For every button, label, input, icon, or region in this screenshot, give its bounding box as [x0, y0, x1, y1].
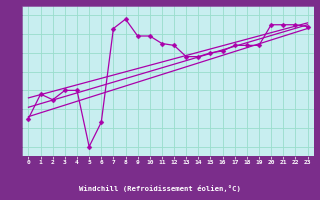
Text: Windchill (Refroidissement éolien,°C): Windchill (Refroidissement éolien,°C): [79, 186, 241, 192]
